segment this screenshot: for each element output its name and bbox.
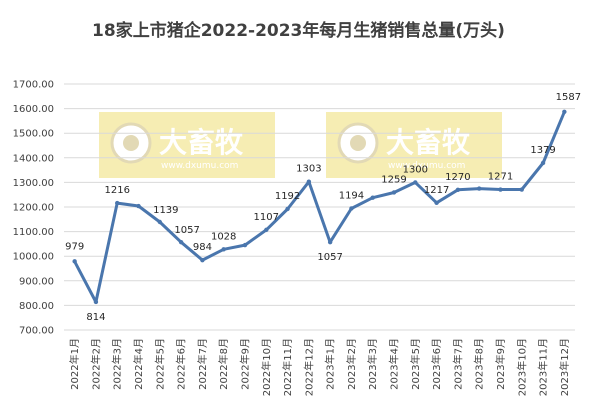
y-tick-label: 1600.00 [13, 104, 54, 115]
data-label: 1217 [424, 185, 449, 196]
data-point [562, 109, 567, 114]
series [72, 109, 567, 305]
data-label: 1194 [339, 190, 364, 201]
x-tick-label: 2023年10月 [515, 338, 528, 396]
x-tick-label: 2023年9月 [494, 338, 507, 390]
x-tick-label: 2022年11月 [281, 338, 294, 396]
data-label: 814 [86, 312, 105, 323]
y-tick-label: 1000.00 [13, 252, 54, 263]
data-point [178, 239, 184, 245]
x-tick-label: 2023年11月 [537, 338, 550, 396]
watermark-domain: www.dxumu.com [388, 161, 465, 171]
data-label: 1107 [254, 212, 279, 223]
data-label: 1587 [556, 92, 581, 103]
y-tick-label: 1500.00 [13, 129, 54, 140]
data-label: 1379 [530, 145, 555, 156]
x-tick-label: 2022年1月 [68, 338, 81, 390]
data-point [391, 190, 397, 195]
data-point [519, 187, 524, 192]
data-point [242, 242, 248, 248]
x-tick-label: 2022年8月 [217, 338, 230, 390]
data-point [434, 200, 439, 206]
watermark-brand: 大畜牧 [159, 126, 244, 159]
x-tick-label: 2023年5月 [409, 338, 422, 390]
data-label: 1216 [105, 185, 130, 196]
data-point [115, 200, 120, 206]
data-label: 1300 [403, 164, 428, 175]
y-tick-label: 1200.00 [13, 203, 54, 214]
x-tick-label: 2022年7月 [196, 338, 209, 390]
data-point [264, 227, 269, 233]
data-point [136, 203, 141, 209]
data-label: 1057 [317, 252, 342, 263]
x-tick-label: 2023年6月 [430, 338, 443, 390]
data-label: 1192 [275, 191, 300, 202]
data-label: 1303 [296, 164, 321, 175]
y-tick-label: 700.00 [19, 326, 54, 337]
data-label: 1259 [381, 174, 406, 185]
x-tick-label: 2023年1月 [324, 338, 337, 390]
chart-title: 18家上市猪企2022-2023年每月生猪销售总量(万头) [92, 21, 505, 41]
y-axis: 700.00 800.00 900.00 1000.00 1100.00 1200.00 1… [13, 80, 54, 337]
data-label: 1028 [211, 231, 236, 242]
data-label: 1057 [174, 225, 199, 236]
x-tick-label: 2022年4月 [132, 338, 145, 390]
data-label: 1270 [445, 172, 470, 183]
data-label: 984 [193, 242, 212, 253]
y-tick-label: 800.00 [19, 301, 54, 312]
x-tick-label: 2023年2月 [345, 338, 358, 390]
data-point [349, 206, 354, 211]
x-tick-label: 2023年7月 [451, 338, 464, 390]
x-tick-label: 2022年3月 [111, 338, 124, 390]
x-tick-label: 2022年12月 [302, 338, 315, 396]
x-tick-label: 2023年3月 [366, 338, 379, 390]
data-point [285, 206, 290, 212]
x-tick-label: 2023年8月 [473, 338, 486, 390]
watermark-brand: 大畜牧 [386, 126, 471, 159]
data-point [200, 257, 205, 263]
watermark-1: 大畜牧 www.dxumu.com [99, 112, 275, 178]
data-point [455, 187, 461, 192]
data-point [157, 219, 163, 225]
grid-lines [64, 83, 575, 331]
data-point [93, 299, 99, 305]
x-tick-label: 2022年10月 [260, 338, 273, 396]
data-point [540, 160, 546, 166]
x-tick-label: 2022年5月 [153, 338, 166, 390]
y-tick-label: 900.00 [19, 276, 54, 287]
data-point [413, 180, 418, 185]
data-label: 979 [65, 241, 84, 252]
x-tick-label: 2022年2月 [89, 338, 102, 390]
series-line [73, 110, 566, 304]
data-point [72, 259, 77, 264]
watermark-logo-dot [123, 135, 139, 151]
x-axis: 2022年1月 2022年2月 2022年3月 2022年4月 2022年5月 2022年… [68, 338, 571, 396]
y-tick-label: 1400.00 [13, 153, 54, 164]
data-point [498, 187, 503, 192]
data-point [476, 186, 482, 191]
x-tick-label: 2023年12月 [558, 338, 571, 396]
data-label: 1139 [153, 205, 178, 216]
x-tick-label: 2022年6月 [175, 338, 188, 390]
x-tick-label: 2022年9月 [238, 338, 251, 390]
data-label: 1271 [488, 172, 513, 183]
watermark-domain: www.dxumu.com [161, 161, 238, 171]
data-point [370, 195, 375, 200]
y-tick-label: 1100.00 [13, 227, 54, 238]
y-tick-label: 1300.00 [13, 178, 54, 189]
data-point [327, 239, 333, 245]
watermark-logo-dot [350, 135, 366, 151]
data-point [221, 247, 226, 252]
x-tick-label: 2023年4月 [388, 338, 401, 390]
data-point [306, 179, 312, 184]
y-tick-label: 1700.00 [13, 80, 54, 91]
